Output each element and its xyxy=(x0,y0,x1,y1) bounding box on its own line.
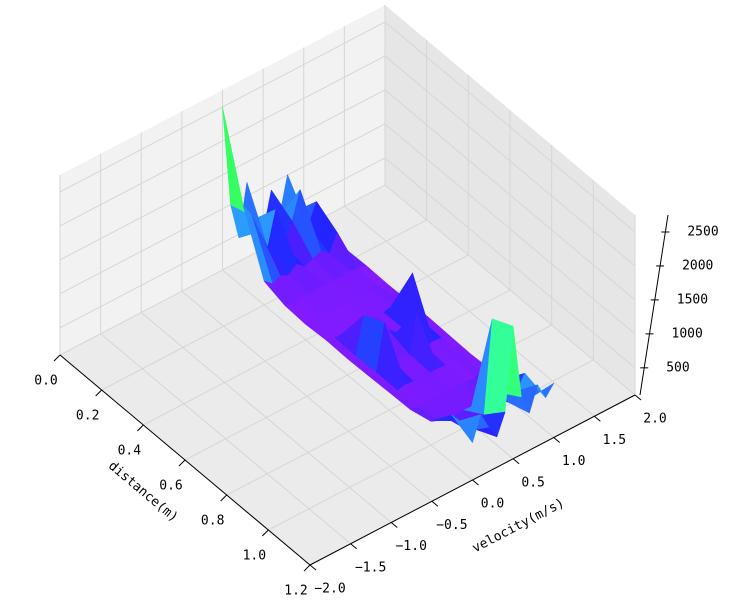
y-tick xyxy=(431,500,439,507)
y-tick xyxy=(512,458,520,465)
grid-line xyxy=(384,184,636,396)
y-tick-label: 2.0 xyxy=(643,412,666,427)
x-tick-label: 0.0 xyxy=(34,374,57,389)
x-tick xyxy=(261,529,269,537)
y-tick xyxy=(309,564,317,571)
y-tick xyxy=(594,415,601,422)
x-tick xyxy=(303,564,311,572)
grid-line xyxy=(59,89,386,261)
y-tick-label: 0.0 xyxy=(481,497,504,512)
grid-line xyxy=(384,157,636,369)
grid-line xyxy=(384,89,636,301)
y-tick-label: 1.5 xyxy=(603,433,626,448)
grid-line xyxy=(344,205,595,417)
x-tick-label: 0.4 xyxy=(118,444,142,459)
x-tick-label: 1.2 xyxy=(284,584,307,599)
x-tick-label: 1.0 xyxy=(243,549,266,564)
z-tick-label: 2500 xyxy=(687,224,718,239)
surface xyxy=(222,106,555,443)
grid-line xyxy=(59,157,386,329)
y-tick xyxy=(634,394,642,401)
y-tick xyxy=(390,522,398,528)
y-tick-label: 1.0 xyxy=(562,454,585,469)
y-tick-label: −2.0 xyxy=(314,582,345,597)
y-tick xyxy=(472,479,479,486)
y-tick-label: −1.0 xyxy=(396,539,427,554)
x-tick xyxy=(95,389,103,397)
grid-line xyxy=(384,21,636,233)
y-axis xyxy=(309,394,636,566)
y-tick xyxy=(350,543,357,550)
y-tick xyxy=(553,437,561,443)
grid-line xyxy=(222,269,473,481)
grid-line xyxy=(59,123,386,295)
z-tick-label: 1500 xyxy=(677,292,708,307)
grid-line xyxy=(59,55,386,227)
grid-line xyxy=(140,312,392,523)
x-tick-label: 0.2 xyxy=(76,409,99,424)
x-tick xyxy=(178,459,186,467)
grid-line xyxy=(384,55,636,267)
x-tick-label: 0.8 xyxy=(201,514,224,529)
grid-line xyxy=(100,333,351,545)
y-tick-label: −1.5 xyxy=(355,560,386,575)
x-tick-label: 0.6 xyxy=(159,479,182,494)
z-tick-label: 2000 xyxy=(682,258,713,273)
grid-line xyxy=(181,290,433,502)
surface-patch xyxy=(451,414,481,443)
x-tick xyxy=(220,494,228,502)
z-axis xyxy=(639,214,669,396)
y-tick-label: 0.5 xyxy=(521,475,544,490)
x-tick xyxy=(136,424,144,432)
x-axis xyxy=(59,354,311,566)
z-tick-label: 500 xyxy=(666,360,689,375)
z-tick-label: 1000 xyxy=(672,326,703,341)
x-tick xyxy=(53,354,61,362)
grid-line xyxy=(384,123,636,335)
y-tick-label: −0.5 xyxy=(436,518,467,533)
